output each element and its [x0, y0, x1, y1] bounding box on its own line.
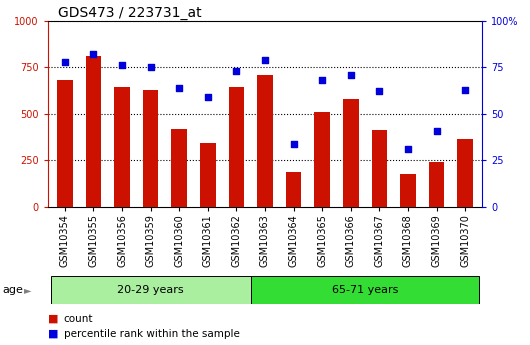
Point: [404, 147, 412, 152]
Point: [89, 51, 98, 57]
Bar: [457, 139, 473, 207]
Bar: [400, 175, 416, 207]
Bar: [57, 80, 73, 207]
Text: age: age: [3, 285, 23, 295]
Bar: [114, 87, 130, 207]
Bar: [257, 75, 273, 207]
Point: [261, 57, 269, 62]
Text: percentile rank within the sample: percentile rank within the sample: [64, 329, 240, 339]
Text: ►: ►: [24, 285, 31, 295]
Point: [204, 94, 212, 100]
Point: [461, 87, 470, 92]
Text: count: count: [64, 314, 93, 324]
Bar: [85, 56, 101, 207]
Text: GDS473 / 223731_at: GDS473 / 223731_at: [58, 6, 202, 20]
Bar: [251, 276, 480, 304]
Point: [347, 72, 355, 78]
Bar: [372, 130, 387, 207]
Bar: [429, 162, 445, 207]
Point: [375, 89, 384, 94]
Point: [60, 59, 69, 65]
Bar: [171, 129, 187, 207]
Bar: [228, 87, 244, 207]
Bar: [200, 143, 216, 207]
Point: [289, 141, 298, 146]
Point: [232, 68, 241, 74]
Point: [118, 63, 126, 68]
Point: [175, 85, 183, 90]
Bar: [314, 112, 330, 207]
Bar: [343, 99, 359, 207]
Bar: [143, 90, 158, 207]
Point: [318, 78, 326, 83]
Text: 20-29 years: 20-29 years: [117, 285, 184, 295]
Bar: [50, 276, 251, 304]
Point: [146, 65, 155, 70]
Text: 65-71 years: 65-71 years: [332, 285, 398, 295]
Bar: [286, 171, 302, 207]
Text: ■: ■: [48, 329, 58, 339]
Text: ■: ■: [48, 314, 58, 324]
Point: [432, 128, 441, 134]
